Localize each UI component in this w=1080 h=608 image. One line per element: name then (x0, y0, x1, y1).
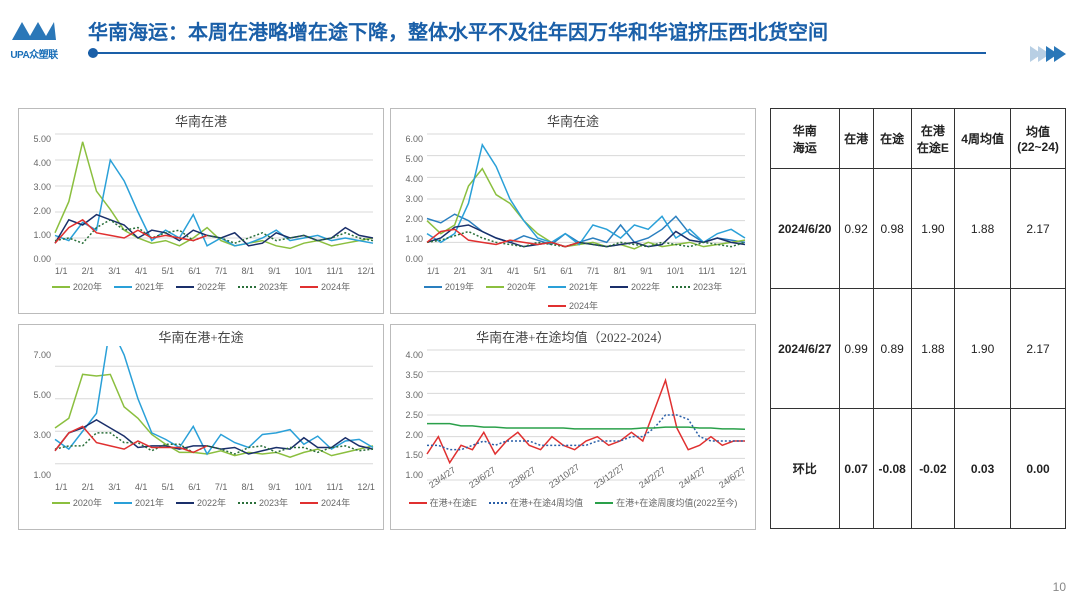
table-cell: 0.03 (955, 409, 1011, 529)
table-cell: -0.08 (873, 409, 911, 529)
legend-item: 2024年 (300, 280, 350, 293)
data-table: 华南海运在港在途在港在途E4周均值均值(22~24) 2024/6/200.92… (770, 108, 1066, 529)
chart-bl: 华南在港+在途 1.003.005.007.001/12/13/14/15/16… (18, 324, 384, 530)
table-head: 华南海运在港在途在港在途E4周均值均值(22~24) (771, 109, 1066, 169)
table-cell: 0.92 (839, 169, 873, 289)
table-col-header: 华南海运 (771, 109, 840, 169)
legend-item: 2024年 (300, 496, 350, 509)
table-cell: 1.88 (911, 289, 954, 409)
table-cell: 1.88 (955, 169, 1011, 289)
table-cell: 1.90 (955, 289, 1011, 409)
title-rule (88, 48, 1066, 60)
logo-text: UPA众塑联 (10, 46, 57, 61)
legend-item: 2019年 (424, 280, 474, 293)
page-number: 10 (1053, 580, 1066, 594)
table-cell: 0.00 (1011, 409, 1066, 529)
table-cell: 2.17 (1011, 289, 1066, 409)
table-col-header: 在港在途E (911, 109, 954, 169)
legend-item: 2022年 (176, 496, 226, 509)
table-row-header: 2024/6/27 (771, 289, 840, 409)
table-row-header: 2024/6/20 (771, 169, 840, 289)
legend-item: 在港+在途4周均值 (489, 496, 583, 509)
chart-title: 华南在途 (395, 111, 751, 130)
table-row: 2024/6/200.920.981.901.882.17 (771, 169, 1066, 289)
legend-item: 2020年 (52, 496, 102, 509)
table-col-header: 在港 (839, 109, 873, 169)
legend-item: 2023年 (238, 496, 288, 509)
table-col-header: 在途 (873, 109, 911, 169)
legend-item: 在港+在途E (409, 496, 477, 509)
table-header-row: 华南海运在港在途在港在途E4周均值均值(22~24) (771, 109, 1066, 169)
legend-item: 2024年 (548, 299, 598, 312)
table-cell: 1.90 (911, 169, 954, 289)
logo: UPA众塑联 (10, 18, 58, 61)
table-cell: 2.17 (1011, 169, 1066, 289)
chart-tl: 华南在港 0.001.002.003.004.005.001/12/13/14/… (18, 108, 384, 314)
legend-item: 在港+在途周度均值(2022至今) (595, 496, 737, 509)
legend-item: 2021年 (114, 496, 164, 509)
chart-title: 华南在港+在途均值（2022-2024） (395, 327, 751, 346)
legend-item: 2022年 (610, 280, 660, 293)
table-body: 2024/6/200.920.981.901.882.172024/6/270.… (771, 169, 1066, 529)
table-row: 环比0.07-0.08-0.020.030.00 (771, 409, 1066, 529)
chart-title: 华南在港+在途 (23, 327, 379, 346)
legend-item: 2020年 (486, 280, 536, 293)
chart-tr: 华南在途 0.001.002.003.004.005.006.001/12/13… (390, 108, 756, 314)
legend-item: 2021年 (548, 280, 598, 293)
table-cell: -0.02 (911, 409, 954, 529)
chart-title: 华南在港 (23, 111, 379, 130)
legend-item: 2020年 (52, 280, 102, 293)
table-cell: 0.98 (873, 169, 911, 289)
legend-item: 2022年 (176, 280, 226, 293)
table-row-header: 环比 (771, 409, 840, 529)
logo-icon (10, 18, 58, 46)
legend-item: 2021年 (114, 280, 164, 293)
table-cell: 0.89 (873, 289, 911, 409)
table-row: 2024/6/270.990.891.881.902.17 (771, 289, 1066, 409)
legend-item: 2023年 (672, 280, 722, 293)
legend-item: 2023年 (238, 280, 288, 293)
chevrons-icon (1034, 46, 1066, 62)
table-cell: 0.99 (839, 289, 873, 409)
table-col-header: 均值(22~24) (1011, 109, 1066, 169)
chart-br: 华南在港+在途均值（2022-2024） 1.001.502.002.503.0… (390, 324, 756, 530)
page-title: 华南海运：本周在港略增在途下降，整体水平不及往年因万华和华谊挤压西北货空间 (88, 16, 828, 45)
header: UPA众塑联 华南海运：本周在港略增在途下降，整体水平不及往年因万华和华谊挤压西… (0, 14, 1080, 60)
table-col-header: 4周均值 (955, 109, 1011, 169)
table-cell: 0.07 (839, 409, 873, 529)
